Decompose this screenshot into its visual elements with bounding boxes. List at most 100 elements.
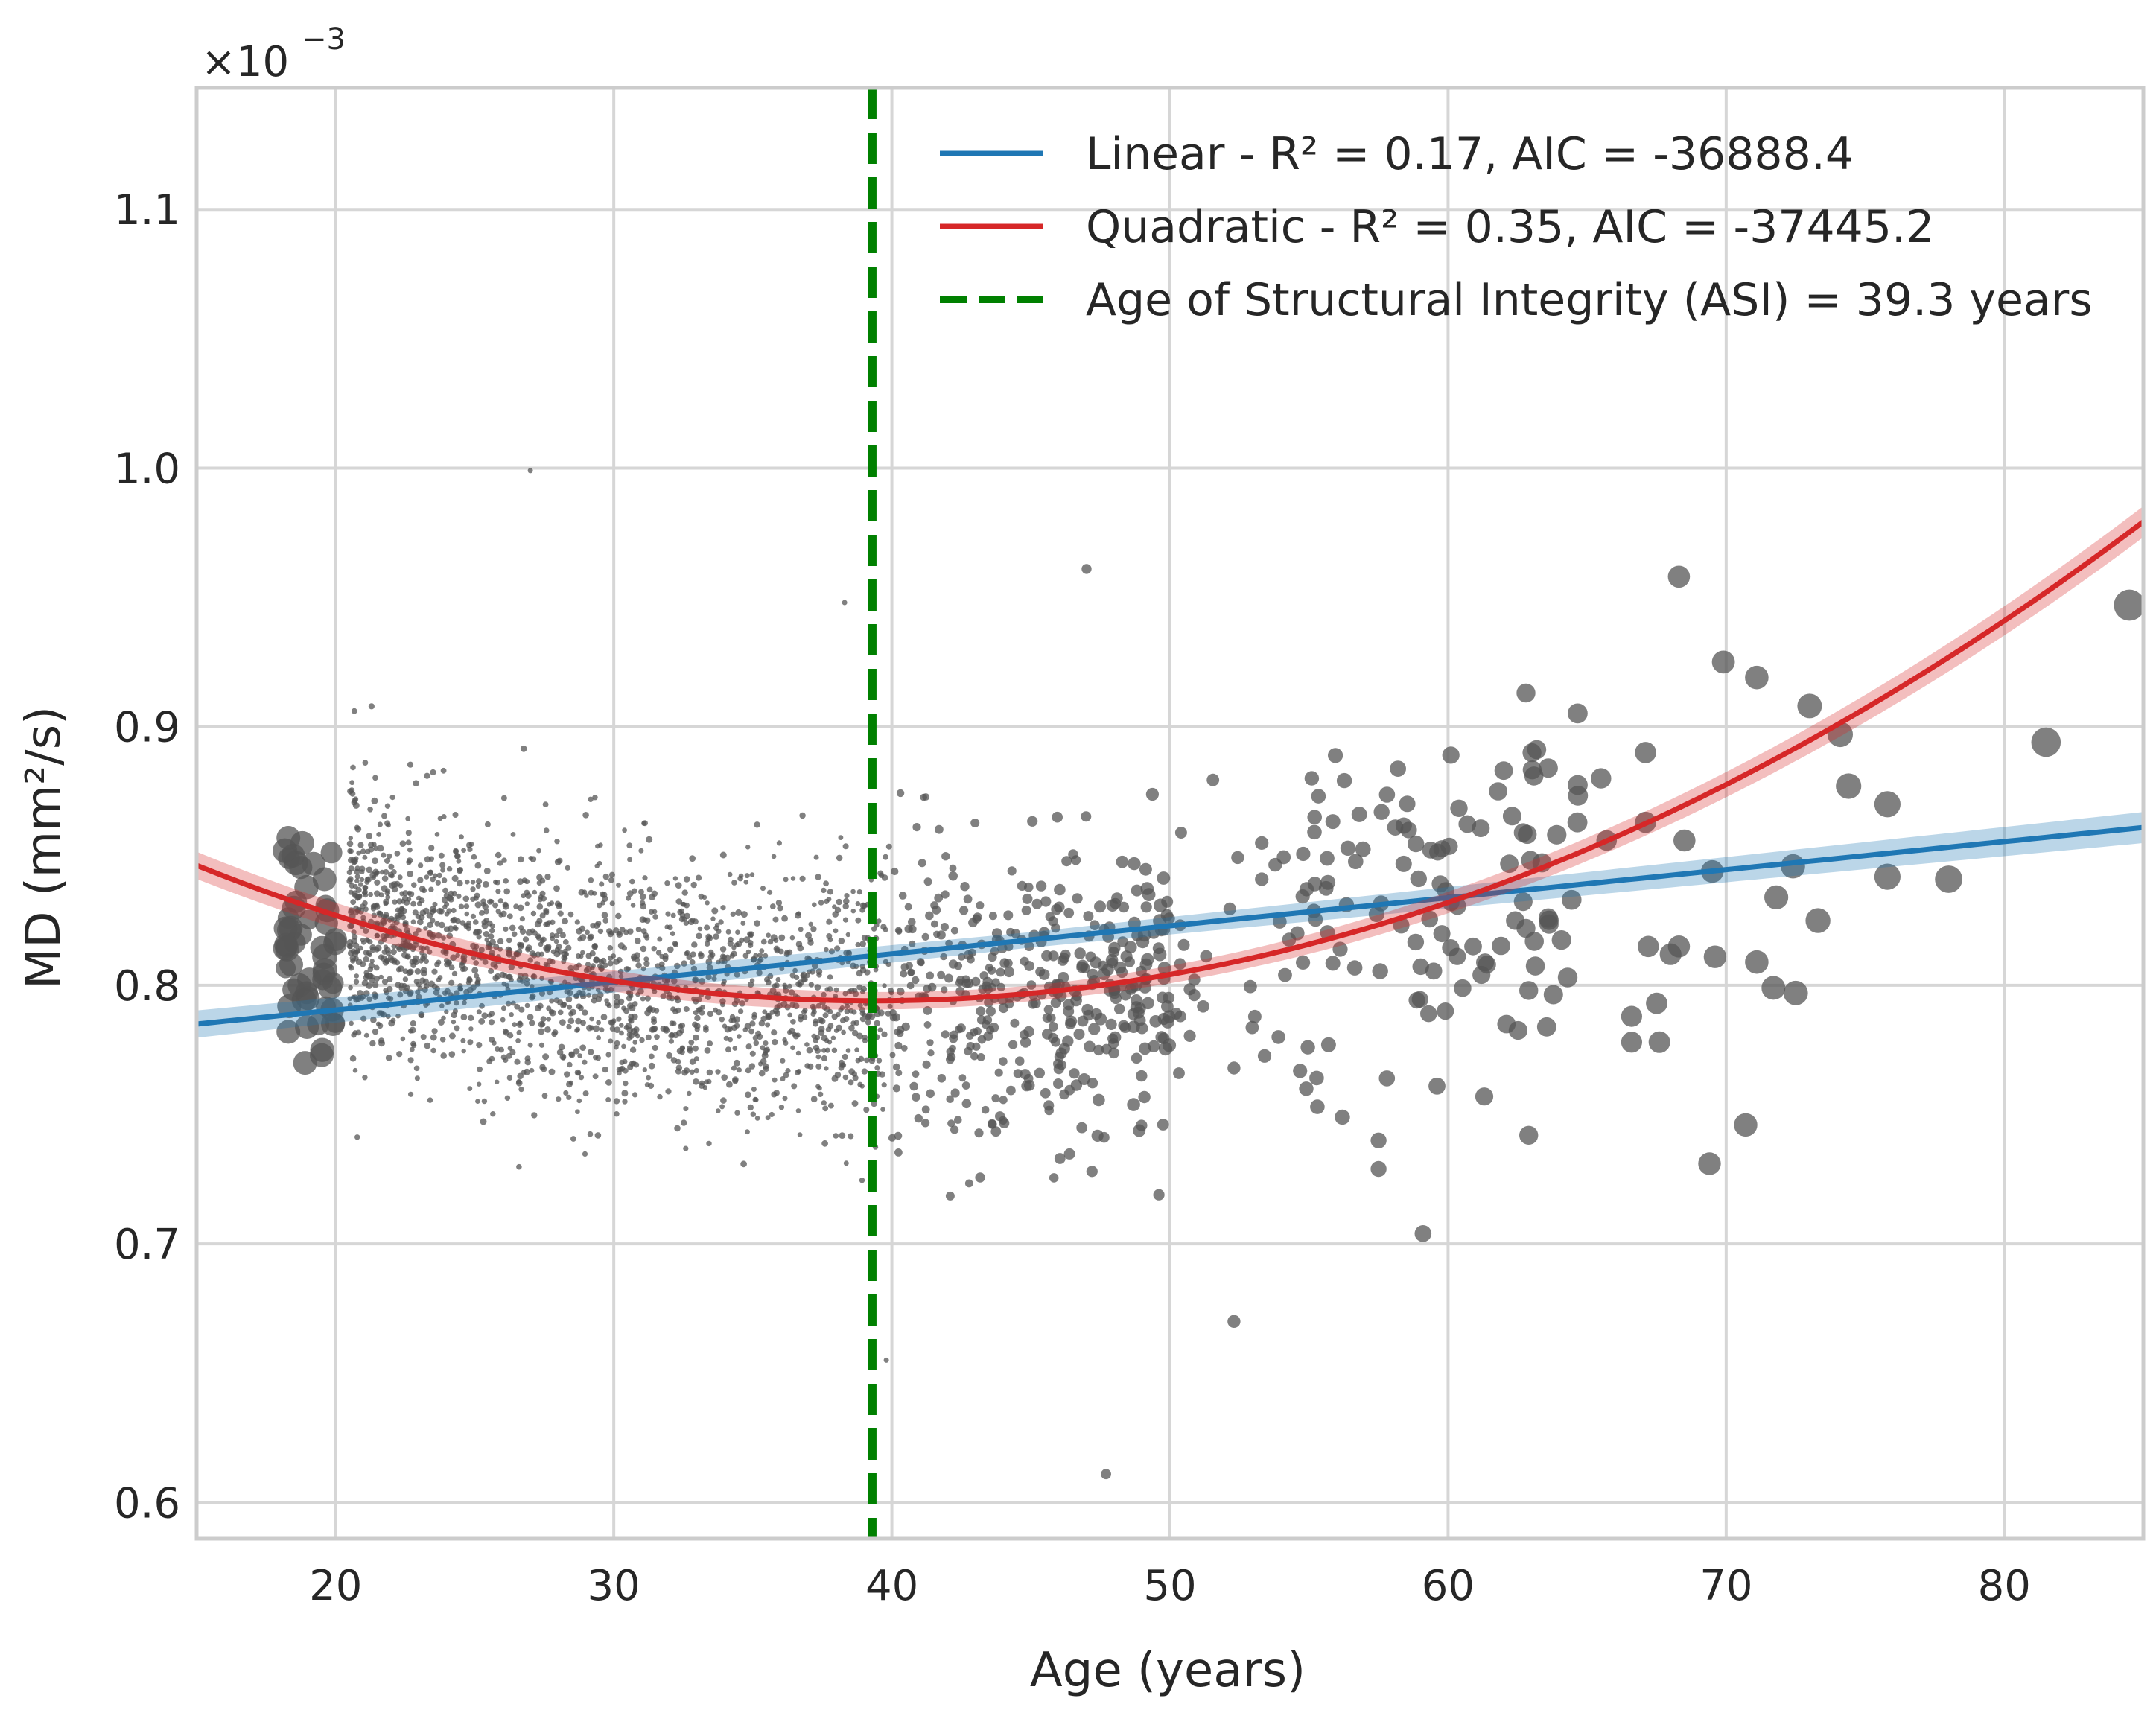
scatter-point — [436, 872, 442, 879]
scatter-point — [1093, 1044, 1104, 1056]
scatter-point — [986, 1026, 995, 1035]
scatter-point — [1387, 819, 1404, 836]
scatter-point — [923, 1006, 932, 1015]
scatter-point — [490, 1111, 496, 1117]
scatter-point — [1140, 882, 1154, 895]
scatter-point — [783, 1072, 789, 1078]
scatter-point — [436, 959, 442, 965]
scatter-point — [950, 1125, 959, 1134]
scatter-point — [519, 916, 526, 922]
scatter-point — [574, 919, 580, 925]
scatter-point — [479, 1002, 485, 1009]
scatter-point — [796, 1069, 802, 1074]
scatter-point — [355, 959, 363, 965]
scatter-point — [360, 915, 366, 921]
y-scale-offset: ×10 −3 — [201, 22, 346, 86]
scatter-point — [660, 993, 667, 999]
scatter-point — [1874, 863, 1901, 890]
x-tick-label: 40 — [865, 1562, 918, 1610]
scatter-point — [897, 987, 905, 996]
scatter-point — [907, 968, 915, 976]
scatter-point — [349, 923, 355, 929]
scatter-point — [956, 1023, 966, 1033]
scatter-point — [709, 952, 716, 958]
scatter-point — [554, 839, 560, 845]
scatter-point — [321, 1012, 345, 1036]
grid — [197, 88, 2143, 1539]
scatter-point — [648, 1062, 655, 1070]
scatter-point — [500, 795, 507, 801]
scatter-point — [506, 1052, 512, 1059]
scatter-point — [843, 1016, 850, 1023]
scatter-point — [476, 878, 483, 885]
scatter-point — [694, 1026, 700, 1032]
scatter-point — [500, 1005, 506, 1011]
scatter-point — [912, 1093, 920, 1102]
scatter-point — [423, 926, 428, 931]
scatter-point — [622, 827, 627, 833]
scatter-point — [378, 1010, 384, 1016]
scatter-point — [785, 1068, 791, 1074]
scatter-point — [1734, 1113, 1758, 1137]
scatter-point — [1065, 1018, 1076, 1029]
scatter-point — [387, 996, 394, 1002]
scatter-point — [790, 876, 796, 881]
scatter-point — [611, 953, 617, 959]
scatter-point — [674, 1125, 681, 1132]
scatter-point — [1422, 842, 1440, 859]
scatter-point — [632, 888, 637, 894]
scatter-point — [354, 878, 360, 883]
scatter-point — [842, 991, 848, 997]
scatter-point — [812, 902, 817, 908]
scatter-point — [463, 903, 470, 909]
scatter-point — [428, 886, 434, 892]
scatter-point — [629, 878, 635, 885]
scatter-point — [554, 859, 562, 865]
scatter-point — [751, 1087, 757, 1092]
scatter-point — [950, 1088, 960, 1098]
scatter-point — [1174, 1010, 1186, 1023]
scatter-point — [888, 1134, 896, 1142]
scatter-point — [517, 856, 524, 863]
scatter-point — [918, 959, 925, 967]
scatter-point — [1568, 775, 1588, 795]
scatter-point — [484, 937, 489, 943]
scatter-point — [497, 860, 503, 866]
scatter-point — [707, 1040, 713, 1047]
scatter-point — [616, 930, 622, 936]
scatter-point — [696, 996, 702, 1003]
scatter-point — [941, 890, 950, 899]
scatter-point — [705, 900, 710, 906]
scatter-point — [880, 1107, 885, 1112]
scatter-point — [704, 1047, 711, 1054]
scatter-point — [430, 769, 436, 776]
scatter-point — [1074, 947, 1086, 959]
scatter-point — [1045, 912, 1055, 922]
scatter-point — [1372, 963, 1388, 979]
scatter-point — [420, 1034, 427, 1040]
scatter-point — [2031, 727, 2061, 757]
scatter-point — [1076, 1122, 1088, 1134]
scatter-point — [430, 918, 436, 924]
scatter-point — [670, 912, 676, 918]
scatter-point — [587, 1131, 594, 1137]
scatter-point — [1038, 969, 1050, 980]
scatter-point — [372, 857, 378, 865]
scatter-point — [1836, 773, 1862, 799]
scatter-point — [888, 988, 894, 994]
scatter-point — [900, 963, 909, 971]
scatter-point — [477, 1066, 483, 1072]
scatter-point — [617, 968, 624, 975]
scatter-point — [821, 1140, 828, 1147]
scatter-point — [859, 967, 867, 974]
scatter-point — [1325, 956, 1341, 971]
scatter-point — [926, 971, 935, 980]
scatter-point — [478, 1018, 486, 1025]
scatter-point — [1648, 1031, 1670, 1053]
scatter-point — [766, 932, 771, 938]
scatter-point — [921, 1105, 930, 1114]
scatter-point — [871, 926, 877, 932]
scatter-point — [432, 901, 438, 907]
scatter-point — [1425, 962, 1443, 980]
scatter-point — [1014, 1056, 1025, 1066]
